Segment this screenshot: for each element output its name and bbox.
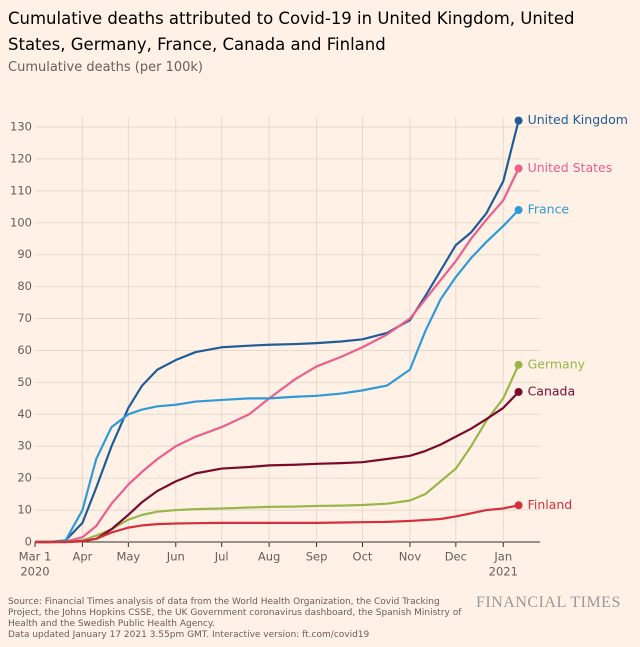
legend-label: United Kingdom (528, 112, 628, 127)
y-tick-label: 50 (17, 375, 32, 389)
series-line (35, 168, 520, 544)
x-tick-label: Jul (214, 550, 229, 564)
y-tick-label: 90 (17, 247, 32, 261)
chart-subtitle: Cumulative deaths (per 100k) (8, 60, 203, 75)
note: Data updated January 17 2021 3.55pm GMT.… (8, 630, 370, 640)
x-tick-label: Oct (353, 550, 373, 564)
y-tick-label: 60 (17, 343, 32, 357)
x-tick-label: Jan (493, 550, 512, 564)
x-tick-label: Sep (306, 550, 328, 564)
chart-title: Cumulative deaths attributed to Covid-19… (8, 9, 575, 54)
end-dot (514, 360, 523, 369)
y-tick-label: 120 (10, 151, 32, 165)
y-tick-label: 30 (17, 439, 32, 453)
y-tick-label: 130 (10, 120, 32, 134)
source: Source: Financial Times analysis of data… (8, 597, 462, 629)
series-line (35, 504, 519, 544)
legend-label: France (528, 202, 570, 217)
legend-label: Canada (528, 383, 576, 398)
legend-label: United States (528, 160, 613, 175)
y-tick-label: 110 (10, 183, 32, 197)
end-dot (514, 501, 523, 510)
y-tick-label: 80 (17, 279, 32, 293)
x-year-label: 2020 (20, 565, 49, 579)
y-tick-label: 10 (17, 503, 32, 517)
chart: 0 10 20 30 40 50 60 70 80 90 100 110 120 130 Mar 1 Apr M… (10, 112, 628, 579)
y-tick-label: 100 (10, 215, 32, 229)
x-tick-label: Dec (445, 550, 467, 564)
x-tick-label: Mar 1 (19, 550, 52, 564)
end-dot (514, 206, 523, 215)
brand: FINANCIAL TIMES (476, 594, 621, 611)
x-tick-label: Nov (399, 550, 422, 564)
series-line (35, 120, 520, 544)
y-tick-label: 0 (25, 535, 32, 549)
end-dot (514, 164, 523, 173)
legend-label: Finland (528, 497, 573, 512)
legend-label: Germany (528, 356, 586, 371)
x-tick-label: Apr (72, 550, 92, 564)
y-tick-label: 70 (17, 311, 32, 325)
x-tick-label: Aug (258, 550, 280, 564)
x-tick-label: May (116, 550, 140, 564)
end-dot (514, 116, 523, 125)
series-line (35, 364, 520, 544)
x-year-label: 2021 (489, 565, 518, 579)
y-tick-label: 20 (17, 471, 32, 485)
x-tick-label: Jun (166, 550, 185, 564)
end-dot (514, 387, 523, 396)
series-line (35, 209, 520, 544)
y-tick-label: 40 (17, 407, 32, 421)
